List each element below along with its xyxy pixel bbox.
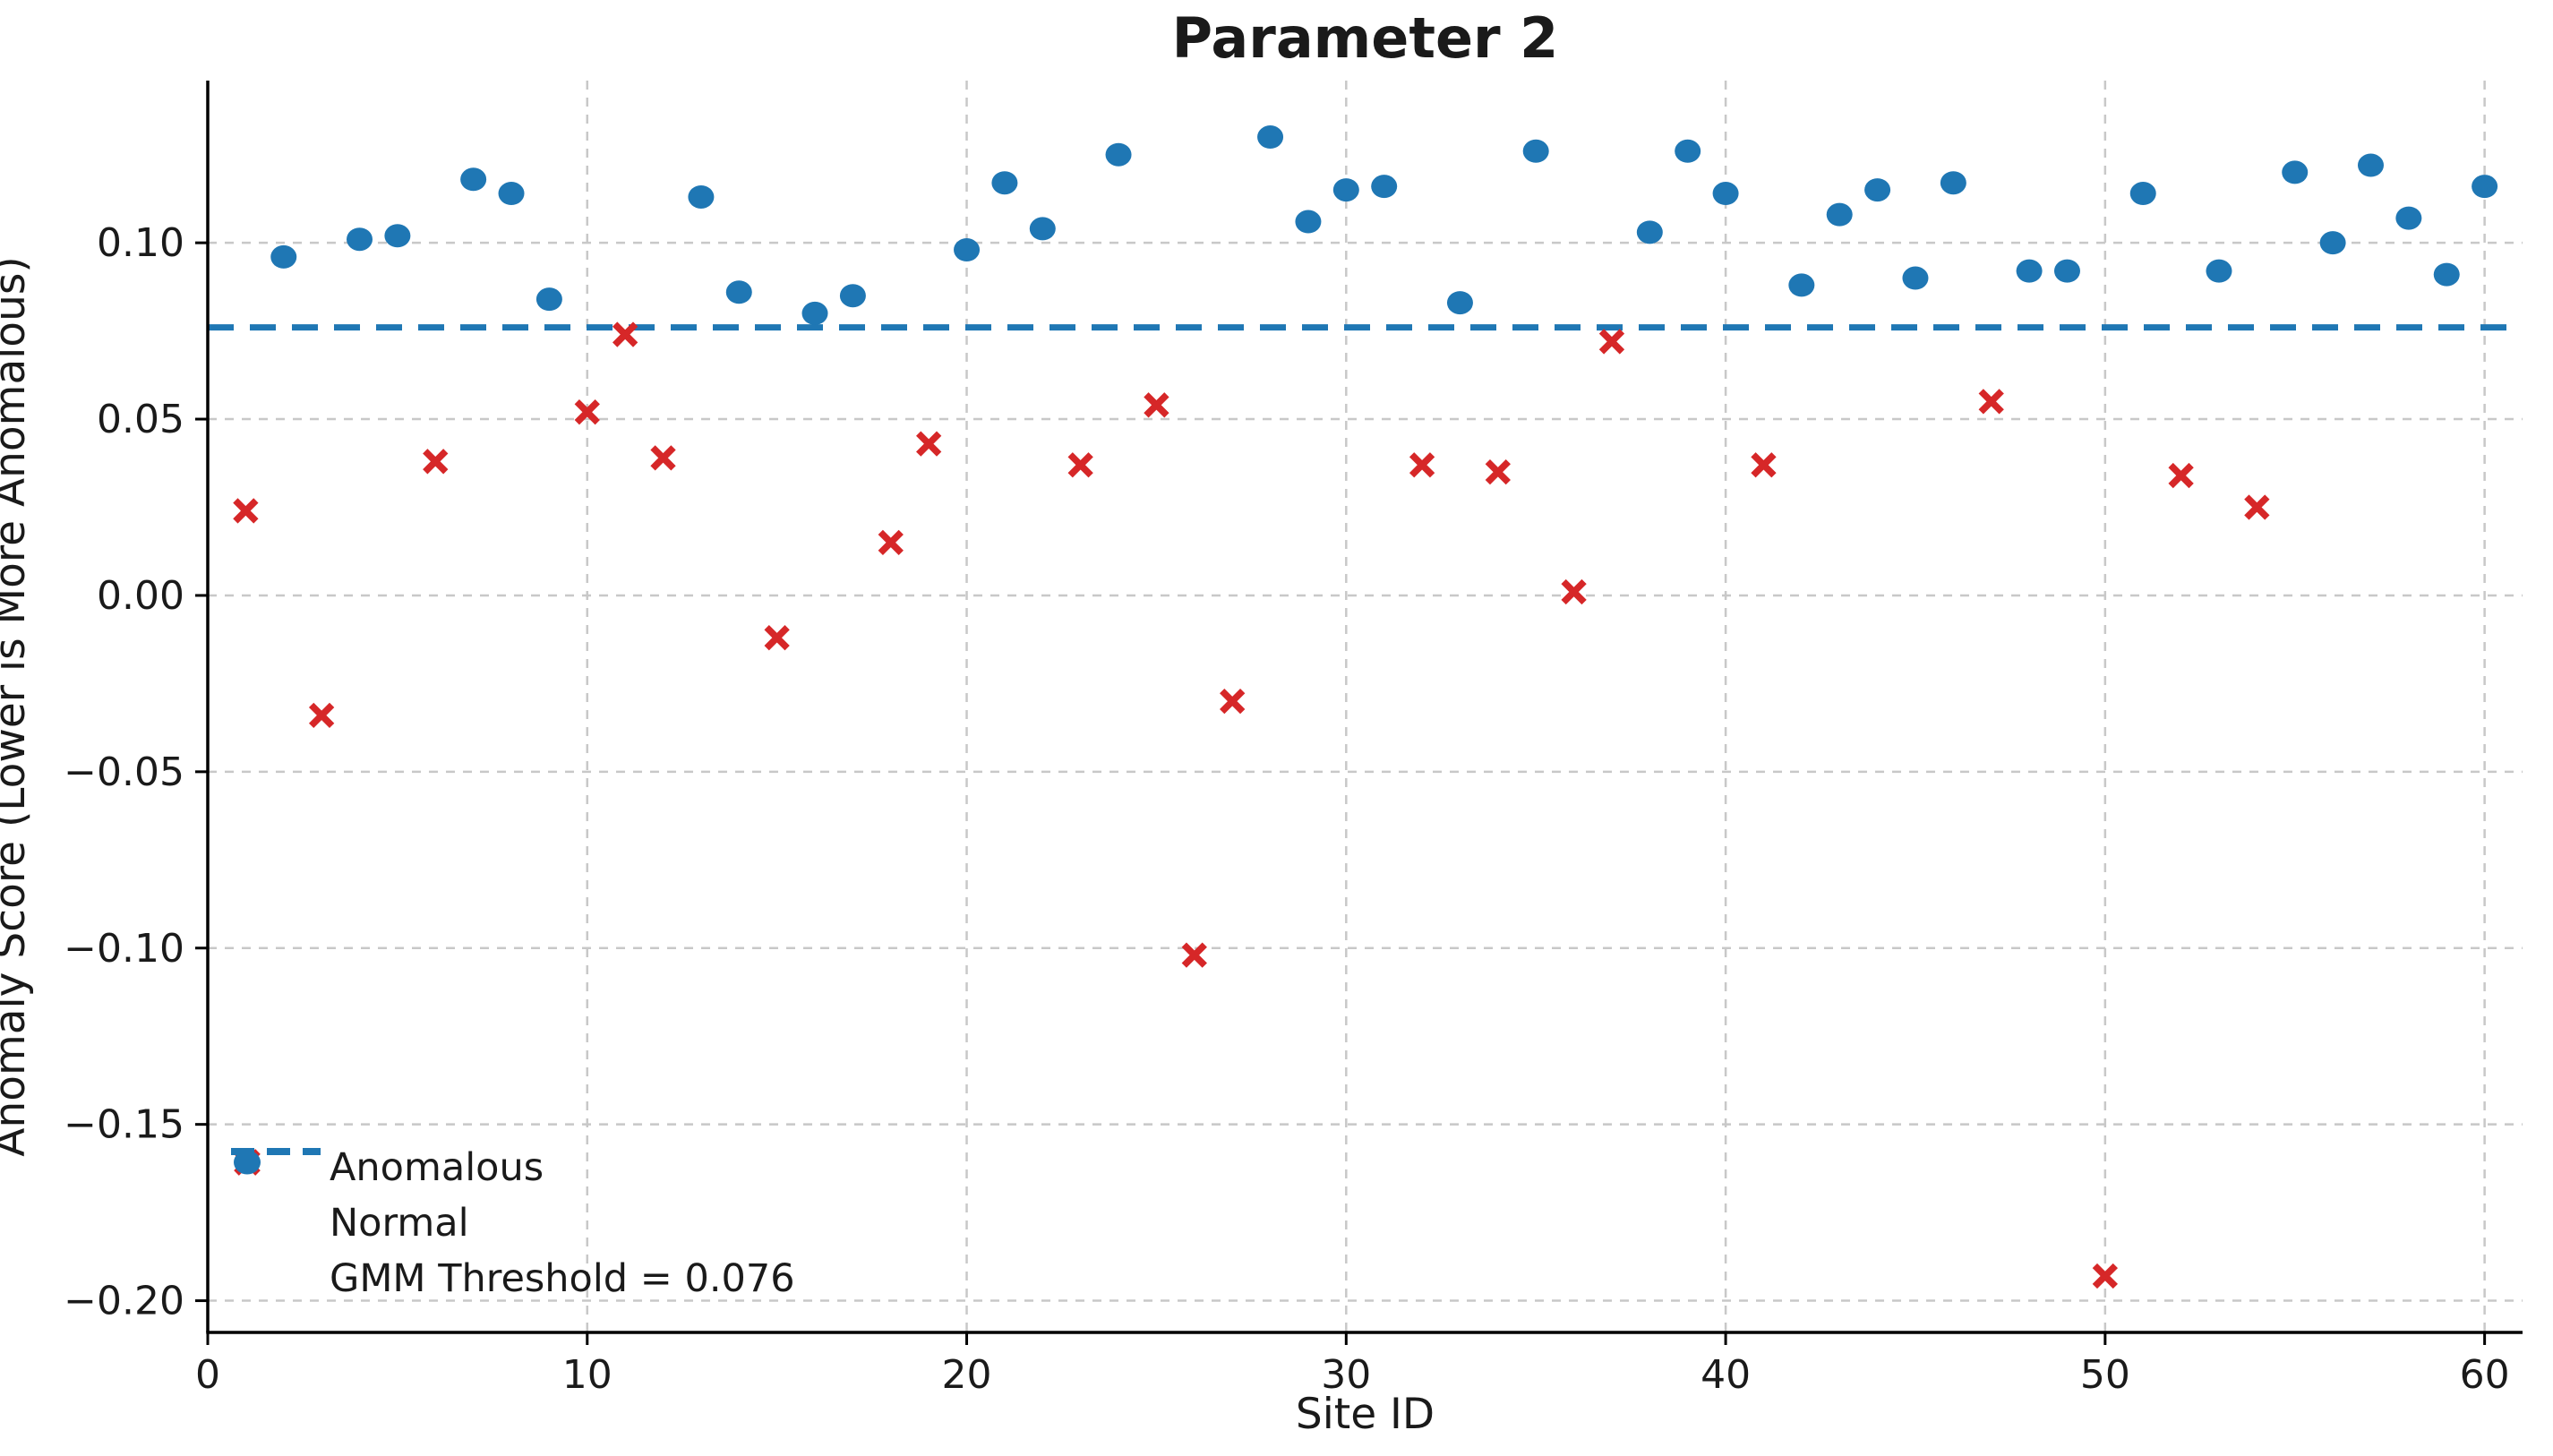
legend-label: GMM Threshold = 0.076 — [330, 1256, 795, 1301]
data-point-normal — [535, 287, 562, 312]
data-point-normal — [1371, 175, 1398, 199]
data-point-anomalous — [650, 445, 676, 471]
y-tick-label: −0.15 — [64, 1102, 184, 1148]
data-point-anomalous — [233, 498, 259, 524]
x-tick-label: 30 — [1321, 1352, 1371, 1398]
data-point-normal — [384, 224, 411, 248]
data-point-normal — [460, 167, 487, 192]
data-point-normal — [2357, 153, 2384, 177]
data-point-normal — [954, 238, 981, 262]
legend: Anomalous Normal GMM Threshold = 0.076 — [231, 1145, 795, 1301]
legend-label: Normal — [330, 1201, 469, 1246]
x-tick-label: 60 — [2460, 1352, 2510, 1398]
data-point-anomalous — [423, 449, 449, 475]
data-point-normal — [2472, 175, 2498, 199]
data-point-anomalous — [1220, 688, 1246, 715]
data-point-anomalous — [1978, 389, 2004, 415]
data-point-anomalous — [764, 625, 790, 651]
x-tick-label: 10 — [562, 1352, 613, 1398]
data-point-normal — [801, 301, 828, 325]
data-point-normal — [1257, 125, 1284, 150]
data-point-normal — [1029, 217, 1056, 241]
data-point-anomalous — [1067, 452, 1093, 478]
y-axis-label: Anomaly Score (Lower is More Anomalous) — [0, 256, 35, 1157]
y-tick-label: −0.10 — [64, 926, 184, 972]
legend-item-normal: Normal — [231, 1150, 795, 1246]
x-axis-label: Site ID — [1295, 1390, 1435, 1439]
data-point-normal — [2319, 231, 2346, 255]
data-point-anomalous — [1751, 452, 1777, 478]
data-point-normal — [2282, 160, 2309, 184]
data-point-normal — [498, 182, 525, 206]
x-tick-label: 20 — [942, 1352, 992, 1398]
data-point-anomalous — [1181, 942, 1207, 968]
x-tick-label: 0 — [195, 1352, 220, 1398]
chart-title: Parameter 2 — [1171, 5, 1559, 71]
data-point-anomalous — [1598, 329, 1625, 355]
data-point-normal — [1864, 178, 1891, 202]
data-point-anomalous — [1561, 578, 1587, 605]
data-point-anomalous — [574, 399, 600, 425]
data-point-normal — [1940, 171, 1966, 195]
y-tick-label: 0.10 — [97, 220, 184, 266]
data-point-anomalous — [2244, 494, 2270, 520]
data-point-anomalous — [1144, 392, 1169, 418]
data-point-normal — [725, 280, 752, 304]
x-tick-label: 40 — [1701, 1352, 1751, 1398]
data-point-normal — [1826, 202, 1853, 227]
data-point-normal — [1712, 182, 1739, 206]
data-point-anomalous — [1485, 458, 1511, 485]
data-point-normal — [2016, 259, 2043, 283]
data-point-normal — [2206, 259, 2232, 283]
data-point-normal — [1332, 178, 1359, 202]
y-tick-label: 0.05 — [97, 397, 184, 442]
data-point-anomalous — [878, 529, 904, 556]
data-point-normal — [1522, 139, 1549, 163]
data-point-normal — [1675, 139, 1701, 163]
data-point-normal — [2053, 259, 2080, 283]
data-point-anomalous — [1409, 452, 1435, 478]
data-point-normal — [1295, 210, 1322, 234]
data-point-anomalous — [916, 431, 942, 457]
x-tick-label: 50 — [2080, 1352, 2130, 1398]
data-point-normal — [2433, 262, 2460, 287]
data-point-normal — [2395, 206, 2422, 230]
data-point-anomalous — [612, 321, 638, 347]
data-point-normal — [1446, 291, 1473, 315]
data-point-normal — [1636, 220, 1663, 244]
data-point-normal — [1788, 273, 1815, 297]
legend-item-threshold: GMM Threshold = 0.076 — [231, 1148, 795, 1301]
data-point-anomalous — [308, 702, 335, 728]
legend-label: Anomalous — [330, 1145, 544, 1190]
y-tick-label: −0.05 — [64, 749, 184, 795]
data-point-normal — [1902, 266, 1929, 290]
data-point-normal — [270, 244, 297, 269]
data-point-anomalous — [2092, 1263, 2119, 1289]
data-point-normal — [839, 284, 866, 308]
data-point-normal — [688, 184, 715, 209]
y-tick-label: −0.20 — [64, 1279, 184, 1324]
data-point-normal — [2129, 182, 2156, 206]
data-point-anomalous — [2168, 462, 2194, 489]
data-point-normal — [1105, 142, 1132, 167]
data-point-normal — [347, 227, 373, 252]
y-tick-label: 0.00 — [97, 573, 184, 619]
data-point-normal — [991, 171, 1018, 195]
